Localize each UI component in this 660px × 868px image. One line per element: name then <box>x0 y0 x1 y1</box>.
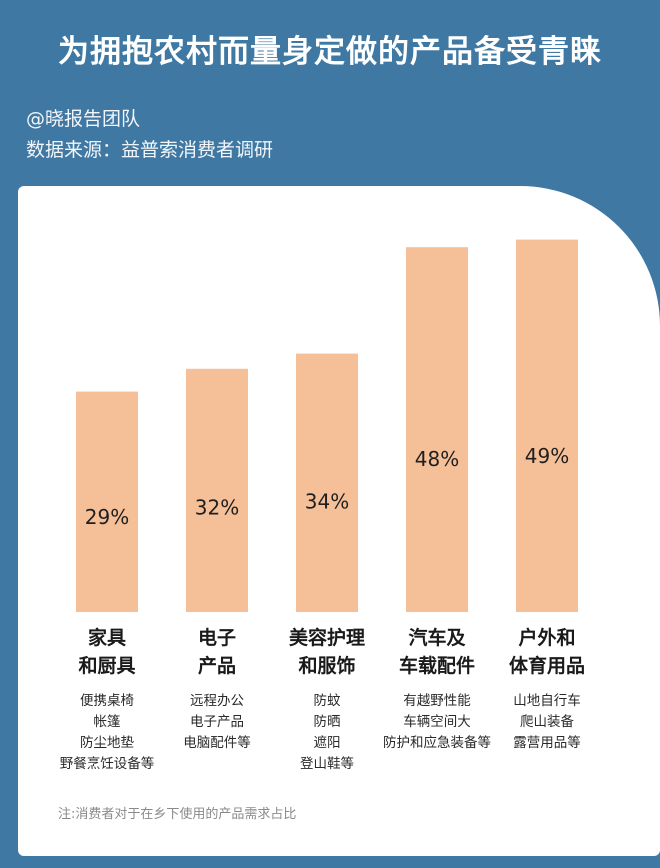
category-label: 电子 <box>198 626 236 649</box>
category-item: 山地自行车 <box>513 692 581 709</box>
category-item: 野餐烹饪设备等 <box>60 755 155 772</box>
category-item: 防蚊 <box>314 693 341 709</box>
category-label: 汽车及 <box>408 626 466 649</box>
chart-card: 29% 家具 和厨具 便携桌椅 帐篷 防尘地垫 野餐烹饪设备等 32% 电子 产品 远程办公 电子产品… <box>18 186 660 856</box>
category-label: 产品 <box>198 654 236 677</box>
category-label: 美容护理 <box>289 626 365 649</box>
category-label: 车载配件 <box>399 654 475 677</box>
value-label: 32% <box>195 496 239 520</box>
bar-chart: 29%家具和厨具便携桌椅帐篷防尘地垫野餐烹饪设备等32%电子产品远程办公电子产品… <box>60 239 585 772</box>
category-item: 电脑配件等 <box>183 734 251 751</box>
category-label: 和服饰 <box>298 654 355 677</box>
category-item: 电子产品 <box>190 714 244 730</box>
footnote: 注:消费者对于在乡下使用的产品需求占比 <box>58 807 297 822</box>
category-item: 便携桌椅 <box>80 693 134 709</box>
author-label: @晓报告团队 <box>26 108 141 130</box>
category-item: 有越野性能 <box>403 693 471 709</box>
category-label: 和厨具 <box>78 654 135 677</box>
bar <box>516 239 578 612</box>
category-item: 防护和应急装备等 <box>383 734 491 751</box>
source-label: 数据来源：益普索消费者调研 <box>26 139 274 161</box>
category-item: 露营用品等 <box>513 734 581 751</box>
category-item: 防尘地垫 <box>80 735 134 751</box>
category-item: 车辆空间大 <box>403 713 471 730</box>
category-label: 家具 <box>88 626 126 649</box>
category-item: 遮阳 <box>314 735 341 751</box>
category-item: 远程办公 <box>190 693 244 709</box>
value-label: 48% <box>415 447 459 471</box>
category-item: 帐篷 <box>94 714 121 730</box>
value-label: 49% <box>525 444 569 468</box>
category-item: 防晒 <box>314 714 341 730</box>
page-title: 为拥抱农村而量身定做的产品备受青睐 <box>58 34 602 70</box>
bar <box>296 353 358 612</box>
category-item: 登山鞋等 <box>300 755 354 772</box>
bar <box>406 247 468 612</box>
header-meta: @晓报告团队 数据来源：益普索消费者调研 <box>26 104 273 166</box>
value-label: 29% <box>85 505 129 529</box>
value-label: 34% <box>305 490 349 514</box>
category-label: 户外和 <box>518 626 575 649</box>
bar <box>76 391 138 612</box>
category-label: 体育用品 <box>509 654 585 677</box>
category-item: 爬山装备 <box>520 713 574 730</box>
bar <box>186 368 248 612</box>
